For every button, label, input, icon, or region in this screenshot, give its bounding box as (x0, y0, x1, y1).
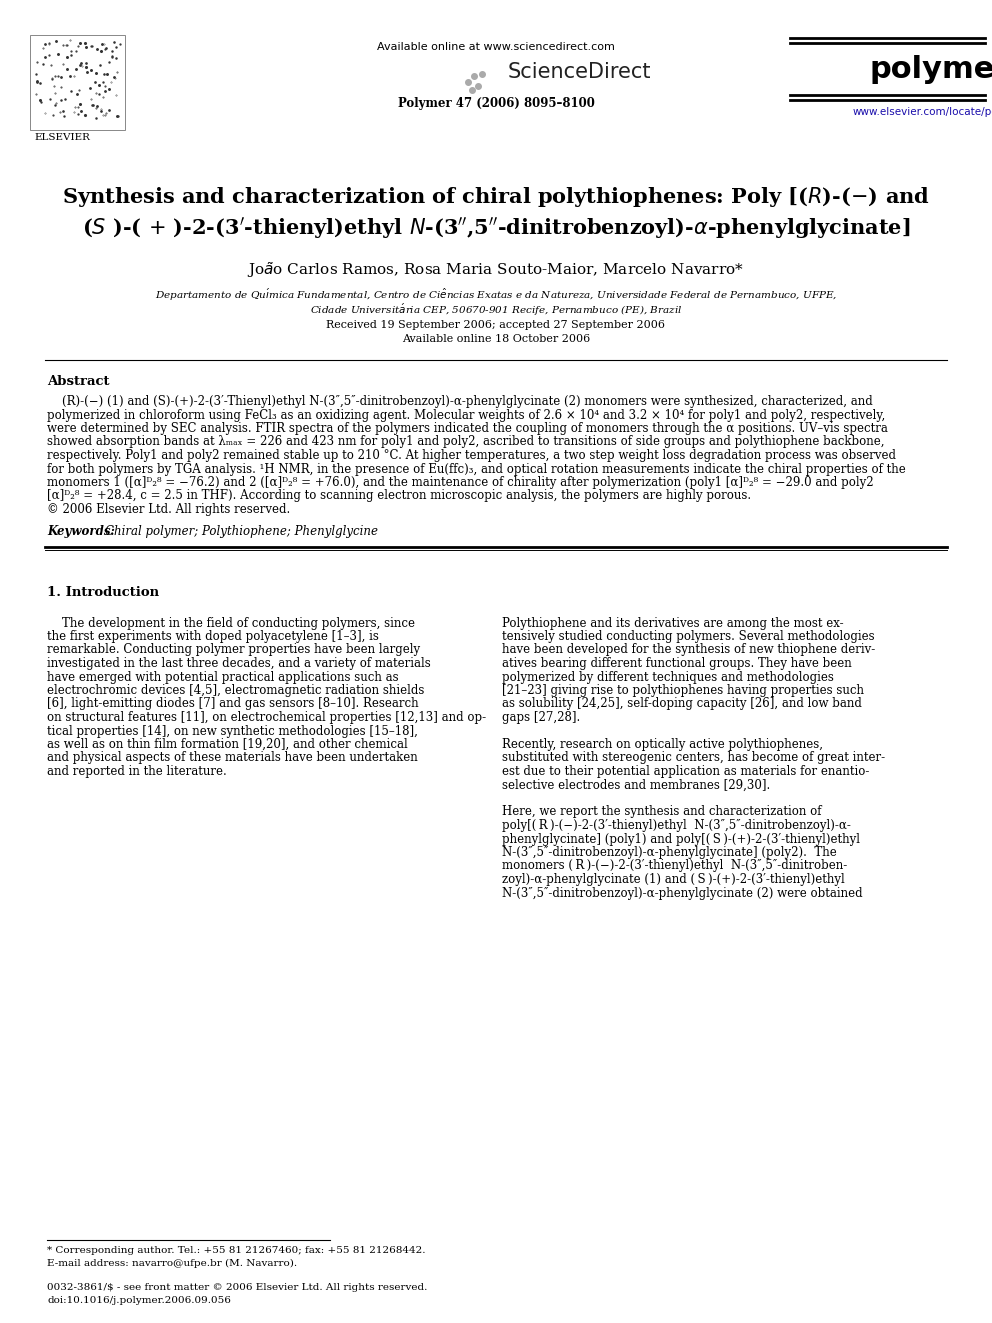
Text: [α]ᴰ₂⁸ = +28.4, c = 2.5 in THF). According to scanning electron microscopic anal: [α]ᴰ₂⁸ = +28.4, c = 2.5 in THF). Accordi… (47, 490, 751, 503)
Text: © 2006 Elsevier Ltd. All rights reserved.: © 2006 Elsevier Ltd. All rights reserved… (47, 503, 291, 516)
Text: Polythiophene and its derivatives are among the most ex-: Polythiophene and its derivatives are am… (502, 617, 843, 630)
Text: [6], light-emitting diodes [7] and gas sensors [8–10]. Research: [6], light-emitting diodes [7] and gas s… (47, 697, 419, 710)
Text: [21–23] giving rise to polythiophenes having properties such: [21–23] giving rise to polythiophenes ha… (502, 684, 864, 697)
Text: have emerged with potential practical applications such as: have emerged with potential practical ap… (47, 671, 399, 684)
Text: ScienceDirect: ScienceDirect (508, 62, 652, 82)
Text: monomers ( R )-(−)-2-(3′-thienyl)ethyl  N-(3″,5″-dinitroben-: monomers ( R )-(−)-2-(3′-thienyl)ethyl N… (502, 860, 847, 872)
Text: N-(3″,5″-dinitrobenzoyl)-α-phenylglycinate] (poly2).  The: N-(3″,5″-dinitrobenzoyl)-α-phenylglycina… (502, 845, 836, 859)
Text: and physical aspects of these materials have been undertaken: and physical aspects of these materials … (47, 751, 418, 765)
Text: Jo$\tilde{a}$o Carlos Ramos, Rosa Maria Souto-Maior, Marcelo Navarro*: Jo$\tilde{a}$o Carlos Ramos, Rosa Maria … (247, 261, 745, 280)
Text: respectively. Poly1 and poly2 remained stable up to 210 °C. At higher temperatur: respectively. Poly1 and poly2 remained s… (47, 448, 896, 462)
Text: zoyl)-α-phenylglycinate (1) and ( S )-(+)-2-(3′-thienyl)ethyl: zoyl)-α-phenylglycinate (1) and ( S )-(+… (502, 873, 845, 886)
Text: Departamento de Qu$\acute{\i}$mica Fundamental, Centro de Ci$\hat{e}$ncias Exata: Departamento de Qu$\acute{\i}$mica Funda… (155, 287, 837, 303)
Text: polymerized by different techniques and methodologies: polymerized by different techniques and … (502, 671, 834, 684)
Text: gaps [27,28].: gaps [27,28]. (502, 710, 580, 724)
Text: (R)-(−) (1) and (S)-(+)-2-(3′-Thienyl)ethyl N-(3″,5″-dinitrobenzoyl)-α-phenylgly: (R)-(−) (1) and (S)-(+)-2-(3′-Thienyl)et… (47, 396, 873, 407)
Text: remarkable. Conducting polymer properties have been largely: remarkable. Conducting polymer propertie… (47, 643, 421, 656)
Text: tensively studied conducting polymers. Several methodologies: tensively studied conducting polymers. S… (502, 630, 875, 643)
Text: as solubility [24,25], self-doping capacity [26], and low band: as solubility [24,25], self-doping capac… (502, 697, 862, 710)
Text: phenylglycinate] (poly1) and poly[( S )-(+)-2-(3′-thienyl)ethyl: phenylglycinate] (poly1) and poly[( S )-… (502, 832, 860, 845)
Text: ELSEVIER: ELSEVIER (34, 134, 90, 142)
Text: ($S$ )-( $+$ )-2-(3$'$-thienyl)ethyl $N$-(3$''$,5$''$-dinitrobenzoyl)-$\alpha$-p: ($S$ )-( $+$ )-2-(3$'$-thienyl)ethyl $N$… (81, 216, 911, 241)
Text: Received 19 September 2006; accepted 27 September 2006: Received 19 September 2006; accepted 27 … (326, 320, 666, 329)
Text: doi:10.1016/j.polymer.2006.09.056: doi:10.1016/j.polymer.2006.09.056 (47, 1297, 231, 1304)
Text: have been developed for the synthesis of new thiophene deriv-: have been developed for the synthesis of… (502, 643, 875, 656)
Text: atives bearing different functional groups. They have been: atives bearing different functional grou… (502, 658, 852, 669)
Text: * Corresponding author. Tel.: +55 81 21267460; fax: +55 81 21268442.: * Corresponding author. Tel.: +55 81 212… (47, 1246, 426, 1256)
Text: for both polymers by TGA analysis. ¹H NMR, in the presence of Eu(ffc)₃, and opti: for both polymers by TGA analysis. ¹H NM… (47, 463, 906, 475)
Text: Cidade Universit$\acute{a}$ria CEP, 50670-901 Recife, Pernambuco (PE), Brazil: Cidade Universit$\acute{a}$ria CEP, 5067… (310, 302, 682, 319)
Bar (30, 34, 125, 130)
Text: Abstract: Abstract (47, 374, 109, 388)
Text: electrochromic devices [4,5], electromagnetic radiation shields: electrochromic devices [4,5], electromag… (47, 684, 425, 697)
Text: www.elsevier.com/locate/polymer: www.elsevier.com/locate/polymer (852, 107, 992, 116)
Text: the first experiments with doped polyacetylene [1–3], is: the first experiments with doped polyace… (47, 630, 379, 643)
Text: E-mail address: navarro@ufpe.br (M. Navarro).: E-mail address: navarro@ufpe.br (M. Nava… (47, 1259, 298, 1269)
Text: polymer: polymer (870, 56, 992, 83)
Text: investigated in the last three decades, and a variety of materials: investigated in the last three decades, … (47, 658, 431, 669)
Text: and reported in the literature.: and reported in the literature. (47, 765, 227, 778)
Text: Available online at www.sciencedirect.com: Available online at www.sciencedirect.co… (377, 42, 615, 52)
Text: Here, we report the synthesis and characterization of: Here, we report the synthesis and charac… (502, 806, 821, 819)
Text: selective electrodes and membranes [29,30].: selective electrodes and membranes [29,3… (502, 778, 770, 791)
Text: as well as on thin film formation [19,20], and other chemical: as well as on thin film formation [19,20… (47, 738, 408, 751)
Text: Polymer 47 (2006) 8095–8100: Polymer 47 (2006) 8095–8100 (398, 97, 594, 110)
Text: substituted with stereogenic centers, has become of great inter-: substituted with stereogenic centers, ha… (502, 751, 885, 765)
Text: 1. Introduction: 1. Introduction (47, 586, 159, 599)
Text: polymerized in chloroform using FeCl₃ as an oxidizing agent. Molecular weights o: polymerized in chloroform using FeCl₃ as… (47, 409, 885, 422)
Text: Recently, research on optically active polythiophenes,: Recently, research on optically active p… (502, 738, 823, 751)
Text: est due to their potential application as materials for enantio-: est due to their potential application a… (502, 765, 869, 778)
Text: poly[( R )-(−)-2-(3′-thienyl)ethyl  N-(3″,5″-dinitrobenzoyl)-α-: poly[( R )-(−)-2-(3′-thienyl)ethyl N-(3″… (502, 819, 851, 832)
Text: Chiral polymer; Polythiophene; Phenylglycine: Chiral polymer; Polythiophene; Phenylgly… (105, 524, 378, 537)
Text: on structural features [11], on electrochemical properties [12,13] and op-: on structural features [11], on electroc… (47, 710, 486, 724)
Text: monomers 1 ([α]ᴰ₂⁸ = −76.2) and 2 ([α]ᴰ₂⁸ = +76.0), and the maintenance of chira: monomers 1 ([α]ᴰ₂⁸ = −76.2) and 2 ([α]ᴰ₂… (47, 476, 874, 490)
Text: tical properties [14], on new synthetic methodologies [15–18],: tical properties [14], on new synthetic … (47, 725, 418, 737)
Text: N-(3″,5″-dinitrobenzoyl)-α-phenylglycinate (2) were obtained: N-(3″,5″-dinitrobenzoyl)-α-phenylglycina… (502, 886, 863, 900)
Text: showed absorption bands at λₘₐₓ = 226 and 423 nm for poly1 and poly2, ascribed t: showed absorption bands at λₘₐₓ = 226 an… (47, 435, 885, 448)
Text: 0032-3861/$ - see front matter © 2006 Elsevier Ltd. All rights reserved.: 0032-3861/$ - see front matter © 2006 El… (47, 1283, 428, 1293)
Text: were determined by SEC analysis. FTIR spectra of the polymers indicated the coup: were determined by SEC analysis. FTIR sp… (47, 422, 888, 435)
Text: Synthesis and characterization of chiral polythiophenes: Poly [($R$)-($-$) and: Synthesis and characterization of chiral… (62, 185, 930, 209)
Text: Available online 18 October 2006: Available online 18 October 2006 (402, 333, 590, 344)
Text: Keywords:: Keywords: (47, 524, 119, 537)
Text: The development in the field of conducting polymers, since: The development in the field of conducti… (47, 617, 415, 630)
